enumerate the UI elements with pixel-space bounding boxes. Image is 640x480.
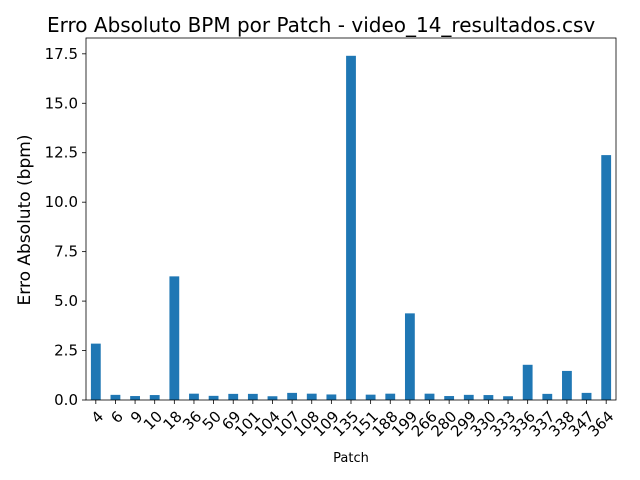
bar-patch-50: [208, 395, 219, 400]
bar-patch-151: [365, 394, 376, 400]
bar-patch-266: [424, 393, 435, 400]
bar-patch-338: [562, 370, 572, 400]
y-tick-label: 2.5: [54, 342, 78, 360]
bar-patch-188: [385, 393, 396, 400]
bar-patch-299: [463, 394, 474, 400]
bar-patch-18: [169, 276, 180, 400]
x-tick-label: 6: [107, 407, 126, 426]
bar-patch-6: [110, 394, 121, 400]
bar-patch-10: [149, 395, 160, 400]
bar-patch-101: [247, 393, 258, 400]
bar-patch-199: [404, 313, 415, 400]
y-tick-label: 5.0: [54, 292, 78, 310]
bar-patch-347: [581, 392, 592, 400]
bar-patch-9: [130, 396, 140, 400]
y-tick-label: 7.5: [54, 243, 78, 261]
x-tick-label: 4: [88, 407, 107, 426]
chart-title: Erro Absoluto BPM por Patch - video_14_r…: [47, 13, 595, 37]
y-tick-label: 10.0: [45, 193, 78, 211]
bar-patch-364: [601, 155, 612, 400]
bar-patch-333: [503, 396, 513, 400]
bar-patch-4: [90, 343, 101, 400]
bar-patch-280: [444, 396, 455, 400]
y-tick-label: 12.5: [45, 144, 78, 162]
y-axis-label: Erro Absoluto (bpm): [15, 135, 35, 306]
y-tick-label: 17.5: [45, 45, 78, 63]
plot-frame: [85, 37, 617, 401]
bar-patch-330: [483, 395, 494, 400]
bars-group: [90, 55, 612, 400]
x-axis-label: Patch: [333, 451, 369, 466]
bar-patch-337: [542, 393, 553, 400]
bar-patch-107: [287, 392, 298, 400]
bar-patch-108: [306, 393, 317, 400]
y-tick-label: 15.0: [45, 94, 78, 112]
bar-patch-104: [267, 396, 278, 400]
bar-patch-135: [346, 55, 356, 400]
y-tick-label: 0.0: [54, 391, 78, 409]
bar-patch-36: [189, 393, 199, 400]
bar-patch-336: [522, 364, 533, 400]
bar-patch-69: [228, 393, 239, 400]
bar-patch-109: [326, 394, 337, 400]
